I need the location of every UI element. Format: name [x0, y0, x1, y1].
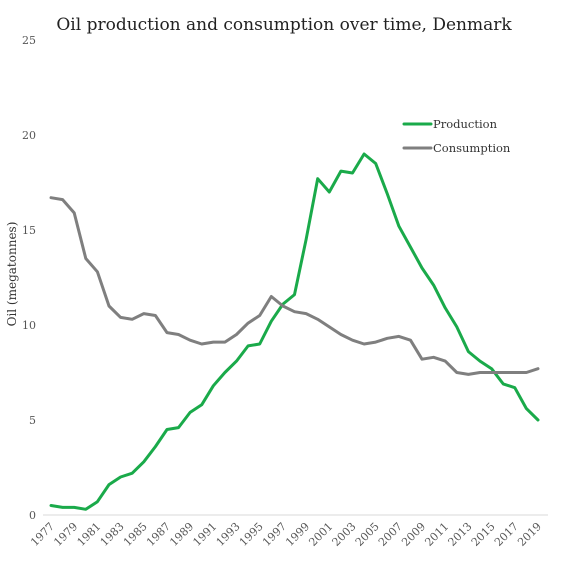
y-axis-label: Oil (megatonnes) [5, 222, 19, 327]
legend-label-consumption: Consumption [433, 141, 511, 155]
series-line-production [49, 152, 540, 511]
x-tick-label: 1993 [214, 520, 243, 549]
x-tick-label: 1989 [167, 520, 196, 549]
x-tick-label: 1987 [144, 520, 173, 549]
x-tick-group: 1977197919811983198519871989199119931995… [28, 520, 544, 549]
x-tick-label: 2009 [399, 520, 428, 549]
x-tick-label: 2007 [376, 520, 405, 549]
x-tick-label: 2011 [422, 520, 451, 549]
x-tick-label: 1985 [121, 520, 150, 549]
y-tick-label: 25 [22, 34, 36, 47]
x-tick-label: 2013 [446, 520, 475, 549]
y-tick-label: 5 [29, 414, 36, 427]
series-line-consumption [49, 196, 540, 376]
x-tick-label: 2005 [353, 520, 382, 549]
x-tick-label: 1999 [283, 520, 312, 549]
y-tick-group: 0 5 10 15 20 25 [22, 34, 36, 522]
legend: Production Consumption [402, 117, 511, 155]
y-tick-label: 0 [29, 509, 36, 522]
x-tick-label: 2015 [469, 520, 498, 549]
x-tick-label: 1979 [51, 520, 80, 549]
x-tick-label: 2003 [330, 520, 359, 549]
x-tick-label: 1991 [190, 520, 219, 549]
y-tick-label: 20 [22, 129, 36, 142]
series-group [49, 152, 540, 511]
chart-title: Oil production and consumption over time… [56, 15, 512, 35]
y-tick-label: 10 [22, 319, 36, 332]
x-tick-label: 1981 [75, 520, 104, 549]
x-tick-label: 1977 [28, 520, 57, 549]
x-tick-label: 1997 [260, 520, 289, 549]
x-tick-label: 2017 [492, 520, 521, 549]
x-tick-label: 2019 [515, 520, 544, 549]
legend-label-production: Production [433, 117, 498, 131]
x-tick-label: 1995 [237, 520, 266, 549]
x-tick-label: 2001 [306, 520, 335, 549]
y-tick-label: 15 [22, 224, 36, 237]
x-tick-label: 1983 [98, 520, 127, 549]
